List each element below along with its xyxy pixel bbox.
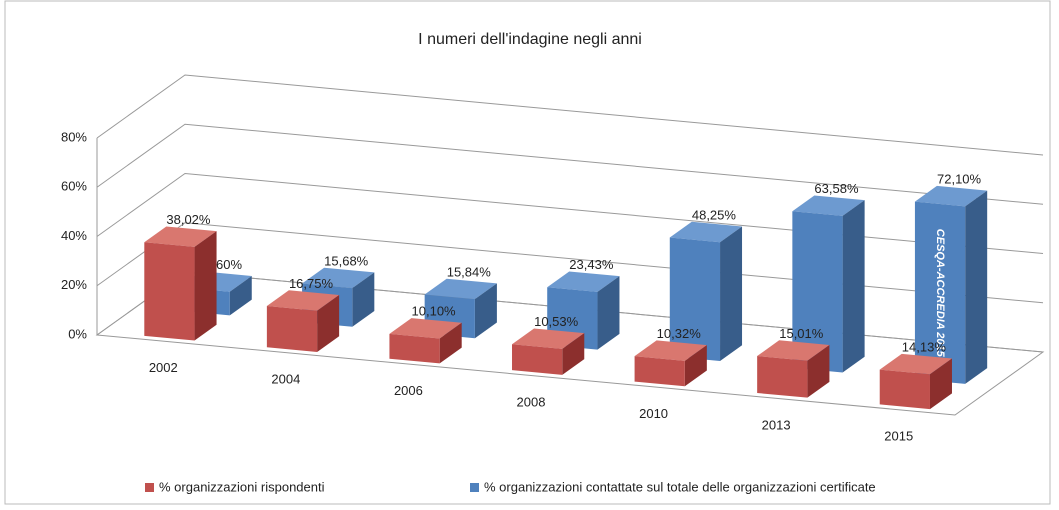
bar-side [229, 275, 252, 316]
bar-front [669, 237, 721, 362]
legend-label: % organizzazioni rispondenti [159, 479, 325, 494]
bar [547, 271, 620, 350]
value-label: 72,10% [937, 172, 982, 187]
x-tick-label: 2002 [149, 360, 178, 375]
bar-top [634, 340, 707, 361]
bar-front [879, 369, 930, 410]
value-label: 10,10% [412, 304, 457, 319]
bar-front [634, 356, 685, 387]
chart-title: I numeri dell'indagine negli anni [418, 31, 642, 48]
x-tick-label: 2010 [639, 406, 668, 421]
bar-top [792, 195, 865, 216]
bar-top [389, 318, 462, 339]
x-tick-label: 2004 [271, 372, 300, 387]
x-tick-label: 2013 [762, 417, 791, 432]
x-tick-label: 2015 [884, 429, 913, 444]
grid-line [96, 172, 1044, 254]
bar-front [757, 356, 808, 398]
bar [914, 185, 988, 384]
value-label: 15,84% [447, 264, 492, 279]
y-tick-label: 60% [61, 179, 87, 194]
value-label: 63,58% [814, 181, 859, 196]
x-tick-label: 2008 [517, 394, 546, 409]
bar-top [302, 267, 375, 289]
bar [757, 340, 830, 398]
bar-front [389, 333, 440, 364]
bar-side [842, 200, 865, 373]
value-label: 38,02% [166, 212, 211, 227]
bar-side [597, 276, 620, 350]
value-label: 10,32% [657, 326, 702, 341]
bar-side [439, 322, 462, 364]
bar-top [914, 185, 988, 207]
bar [669, 221, 743, 362]
value-label: 15,01% [779, 326, 824, 341]
legend-swatch [470, 483, 479, 492]
grid-line [96, 123, 1044, 205]
bar-side [317, 294, 340, 352]
bar-side [720, 226, 743, 362]
value-label: 16,75% [289, 276, 334, 291]
grid-line [96, 74, 1044, 156]
bar-side [562, 333, 585, 375]
bar-front [144, 242, 195, 341]
bar-top [144, 226, 217, 247]
bar [144, 226, 217, 341]
value-label: 48,25% [692, 207, 737, 222]
value-label: 15,68% [324, 253, 369, 268]
bar-top [512, 328, 585, 349]
bar-top [547, 271, 620, 292]
bar-front [266, 306, 318, 352]
bar [634, 340, 707, 387]
bar [389, 318, 462, 364]
bar-side [474, 283, 497, 339]
y-tick-label: 80% [61, 129, 87, 144]
value-label: 23,43% [569, 257, 614, 272]
bar-side [807, 344, 830, 398]
x-tick-label: 2006 [394, 383, 423, 398]
bar-top [757, 340, 830, 361]
bar-top [266, 290, 340, 311]
annotation: CESQA-ACCREDIA 2015 [934, 229, 946, 358]
bar [879, 353, 952, 410]
bar-front [792, 211, 843, 373]
grid-line [96, 222, 1044, 304]
value-label: 14,13% [902, 340, 947, 355]
legend-label: % organizzazioni contattate sul totale d… [484, 479, 876, 494]
bar [512, 328, 585, 375]
bar-front [914, 201, 966, 384]
y-tick-label: 20% [61, 277, 87, 292]
legend-swatch [145, 483, 154, 492]
bar-side [684, 345, 707, 387]
bar-top [879, 353, 952, 375]
bar-side [929, 358, 952, 410]
bar-top [669, 221, 743, 243]
bar [792, 195, 865, 373]
bar-side [965, 190, 988, 384]
bar-side [352, 272, 375, 327]
y-tick-label: 40% [61, 228, 87, 243]
y-tick-label: 0% [68, 326, 87, 341]
value-label: 10,53% [534, 314, 579, 329]
bar-top [424, 278, 497, 300]
bar-front [512, 344, 563, 375]
bar [266, 290, 340, 352]
bar-side [194, 231, 217, 341]
